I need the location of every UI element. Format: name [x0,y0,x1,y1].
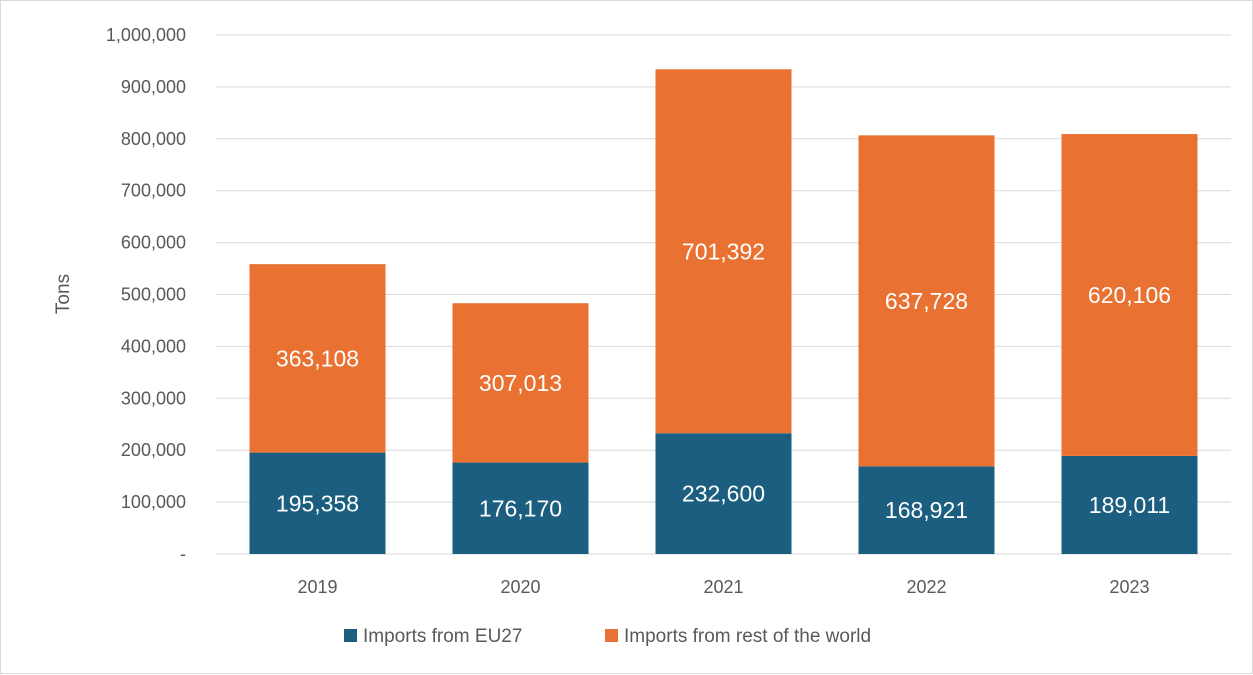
legend-item-rest-of-world: Imports from rest of the world [605,626,871,647]
bar-rest-of-world [1061,134,1198,456]
bar-rest-of-world [452,303,589,463]
data-label: 189,011 [1089,492,1170,518]
y-tick-label: 400,000 [121,336,186,356]
data-label: 701,392 [682,238,765,264]
y-tick-label: 200,000 [121,440,186,460]
y-tick-label: 500,000 [121,285,186,305]
y-tick-label: 100,000 [121,492,186,512]
data-label: 620,106 [1088,282,1171,308]
legend-label: Imports from EU27 [363,626,522,647]
data-label: 195,358 [276,490,359,516]
bar-rest-of-world [655,69,792,434]
x-tick-label: 2020 [500,577,540,597]
legend-swatch [344,629,357,642]
bar-rest-of-world [249,264,386,453]
bar-eu27 [655,433,792,554]
data-label: 363,108 [276,345,359,371]
x-tick-label: 2019 [297,577,337,597]
data-label: 168,921 [885,497,968,523]
y-tick-label: 1,000,000 [106,25,186,45]
x-tick-label: 2021 [703,577,743,597]
y-axis-title: Tons [53,274,74,314]
bar-eu27 [249,452,386,554]
legend-swatch [605,629,618,642]
y-tick-label: 800,000 [121,129,186,149]
bars [249,69,1198,554]
legend-label: Imports from rest of the world [624,626,871,647]
y-tick-label: 900,000 [121,77,186,97]
data-label: 176,170 [479,495,562,521]
y-axis-ticks: - 100,000 200,000 300,000 400,000 500,000 600,… [106,25,186,564]
legend: Imports from EU27 Imports from rest of th… [344,626,871,647]
bar-eu27 [1061,455,1198,554]
data-label: 307,013 [479,370,562,396]
x-tick-label: 2023 [1109,577,1149,597]
bar-rest-of-world [858,135,995,467]
x-axis-ticks: 2019 2020 2021 2022 2023 [297,577,1149,597]
y-tick-label: 700,000 [121,181,186,201]
data-labels: 195,358 363,108 176,170 307,013 232,600 701,3… [276,238,1171,523]
y-tick-label: 300,000 [121,388,186,408]
bar-eu27 [858,466,995,554]
y-tick-label: 600,000 [121,233,186,253]
y-tick-label: - [180,544,186,564]
x-tick-label: 2022 [906,577,946,597]
data-label: 232,600 [682,481,765,507]
legend-item-eu27: Imports from EU27 [344,626,522,647]
data-label: 637,728 [885,288,968,314]
bar-eu27 [452,462,589,554]
